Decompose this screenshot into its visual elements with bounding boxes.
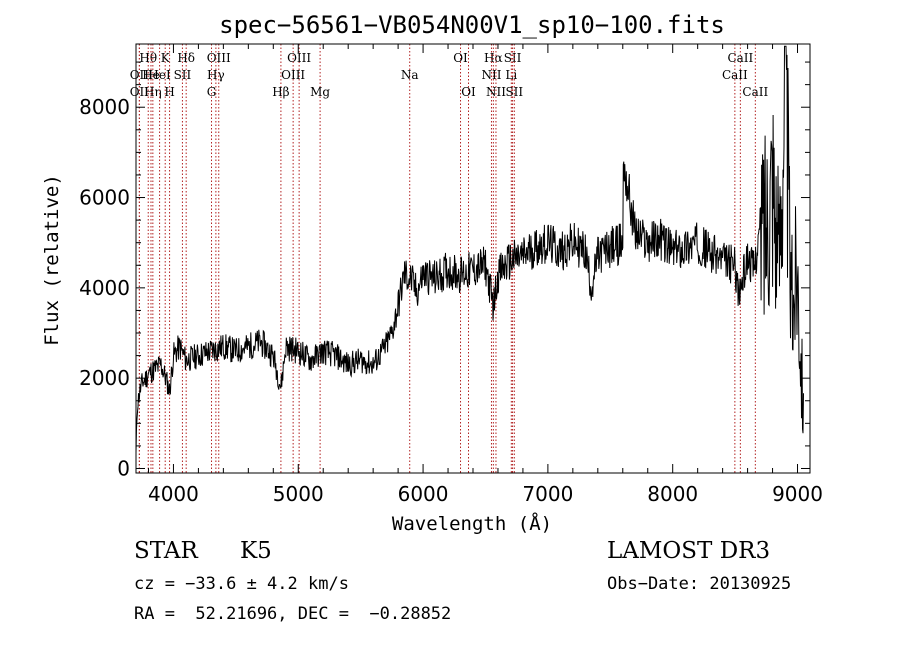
line-marker-label: NII bbox=[481, 68, 501, 82]
line-marker-label: SII bbox=[504, 51, 522, 65]
line-marker-label: CaII bbox=[727, 51, 753, 65]
line-marker-label: Hθ bbox=[139, 51, 157, 65]
line-marker-label: Hα bbox=[484, 51, 503, 65]
line-marker-label: SII bbox=[174, 68, 192, 82]
line-marker-label: OIII bbox=[287, 51, 311, 65]
y-axis-label: Flux (relative) bbox=[41, 174, 63, 346]
line-marker-label: OII bbox=[130, 68, 150, 82]
line-marker-label: G bbox=[207, 85, 217, 99]
y-axis: 0 2000 4000 6000 8000 bbox=[79, 61, 810, 480]
y-tick-label: 6000 bbox=[79, 186, 130, 210]
line-marker-label: Li bbox=[505, 68, 517, 82]
x-tick-label: 4000 bbox=[148, 482, 199, 506]
line-marker-label: He bbox=[142, 68, 160, 82]
line-marker-label: OI bbox=[461, 85, 476, 99]
observation-date: Obs−Date: 20130925 bbox=[607, 574, 792, 594]
line-marker-label: Hγ bbox=[207, 68, 225, 82]
line-marker-label: Hη bbox=[144, 85, 162, 99]
line-marker-label: NII bbox=[486, 85, 506, 99]
coordinates: RA = 52.21696, DEC = −0.28852 bbox=[134, 604, 452, 624]
line-marker-label: K bbox=[161, 51, 171, 65]
line-marker-label: H bbox=[164, 85, 174, 99]
x-tick-label: 6000 bbox=[398, 482, 449, 506]
line-marker-label: CaII bbox=[742, 85, 768, 99]
line-marker-label: Na bbox=[401, 68, 419, 82]
line-marker-label: OIII bbox=[207, 51, 231, 65]
survey-name: LAMOST DR3 bbox=[607, 538, 771, 564]
plot-frame bbox=[135, 43, 811, 474]
y-tick-label: 4000 bbox=[79, 276, 130, 300]
line-marker-label: Hδ bbox=[177, 51, 195, 65]
chart-title: spec−56561−VB054N00V1_sp10−100.fits bbox=[219, 11, 725, 39]
spectrum-line bbox=[135, 45, 804, 454]
y-tick-label: 0 bbox=[117, 456, 130, 480]
line-marker-label: SII bbox=[505, 85, 523, 99]
line-marker-label: Mg bbox=[310, 85, 330, 99]
object-subclass: K5 bbox=[240, 538, 272, 564]
line-marker-label: OII bbox=[130, 85, 150, 99]
line-marker-label: HeI bbox=[148, 68, 171, 82]
x-tick-label: 7000 bbox=[522, 482, 573, 506]
line-marker-label: Hβ bbox=[272, 85, 289, 99]
object-class: STAR bbox=[134, 538, 198, 564]
x-tick-label: 9000 bbox=[772, 482, 823, 506]
y-tick-label: 2000 bbox=[79, 366, 130, 390]
x-axis-label: Wavelength (Å) bbox=[392, 512, 552, 535]
line-marker-label: OIII bbox=[281, 68, 305, 82]
y-tick-label: 8000 bbox=[79, 95, 130, 119]
radial-velocity: cz = −33.6 ± 4.2 km/s bbox=[134, 574, 349, 594]
x-tick-label: 5000 bbox=[273, 482, 324, 506]
x-axis: 4000 5000 6000 7000 8000 9000 bbox=[147, 44, 823, 506]
line-marker-label: CaII bbox=[722, 68, 748, 82]
x-tick-label: 8000 bbox=[647, 482, 698, 506]
line-marker-label: OI bbox=[453, 51, 468, 65]
